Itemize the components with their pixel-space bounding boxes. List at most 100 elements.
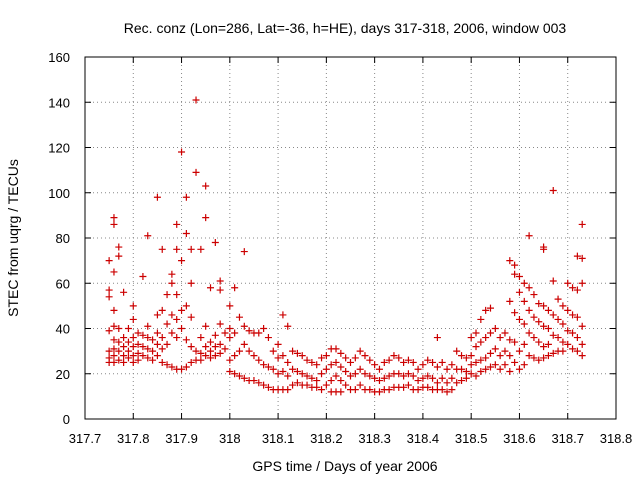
data-point (385, 356, 393, 364)
data-point (264, 363, 272, 371)
data-point (163, 361, 171, 369)
data-point (149, 347, 157, 355)
data-point (544, 325, 552, 332)
data-point (115, 338, 123, 346)
data-point (342, 381, 350, 389)
data-point (240, 248, 248, 256)
data-point (303, 372, 311, 380)
data-point (168, 363, 176, 371)
data-point (385, 386, 393, 394)
data-point (361, 352, 369, 360)
data-point (404, 381, 412, 389)
data-point (187, 279, 195, 287)
data-point (332, 358, 340, 366)
data-point (496, 352, 504, 360)
data-point (163, 320, 171, 328)
x-tick-label: 318.3 (358, 431, 391, 446)
data-point (202, 214, 210, 222)
data-point (573, 334, 581, 342)
data-point (491, 345, 499, 353)
data-point (520, 340, 528, 348)
data-point (207, 347, 215, 355)
data-point (110, 358, 118, 366)
data-point (535, 356, 543, 364)
data-point (226, 356, 234, 364)
data-point (124, 354, 132, 362)
data-point (506, 297, 514, 305)
data-point (554, 334, 562, 342)
data-point (506, 336, 514, 344)
data-point (400, 372, 408, 380)
data-point (477, 338, 485, 346)
data-point (433, 363, 441, 371)
data-point (486, 329, 494, 337)
data-point (197, 356, 205, 364)
data-point (351, 370, 359, 378)
data-point (433, 334, 441, 342)
data-point (337, 388, 345, 396)
data-point (322, 381, 330, 389)
x-tick-label: 317.8 (117, 431, 150, 446)
data-point (120, 334, 128, 342)
data-point (129, 302, 137, 310)
data-point (467, 352, 475, 360)
data-point (168, 311, 176, 319)
chart-title: Rec. conz (Lon=286, Lat=-36, h=HE), days… (124, 20, 567, 36)
data-point (482, 365, 490, 373)
data-point (578, 254, 586, 262)
data-point (458, 377, 466, 385)
data-point (438, 386, 446, 394)
data-point (231, 370, 239, 378)
data-point (178, 306, 186, 314)
data-point (419, 361, 427, 369)
data-point (569, 284, 577, 292)
data-point (308, 374, 316, 382)
data-point (472, 358, 480, 366)
data-point (120, 352, 128, 360)
data-point (419, 374, 427, 382)
data-point (250, 352, 258, 360)
data-point (361, 370, 369, 378)
data-point (115, 243, 123, 251)
data-point (221, 329, 229, 337)
data-point (235, 372, 243, 380)
data-point (462, 354, 470, 362)
data-point (467, 334, 475, 342)
y-tick-label: 160 (48, 50, 70, 65)
data-point (298, 352, 306, 360)
data-point (549, 331, 557, 339)
x-tick-label: 318.6 (503, 431, 536, 446)
data-point (564, 279, 572, 287)
data-point (351, 354, 359, 362)
data-point (409, 358, 417, 366)
data-point (293, 379, 301, 387)
data-point (207, 354, 215, 362)
data-point (226, 367, 234, 375)
data-point (400, 358, 408, 366)
data-point (472, 329, 480, 337)
data-point (375, 365, 383, 373)
data-point (559, 347, 567, 355)
data-point (559, 302, 567, 310)
data-point (279, 367, 287, 375)
data-point (448, 361, 456, 369)
data-point (496, 365, 504, 373)
data-point (129, 352, 137, 360)
data-point (308, 358, 316, 366)
data-point (269, 347, 277, 355)
data-point (115, 252, 123, 260)
data-point (235, 313, 243, 321)
data-point (327, 361, 335, 369)
data-point (482, 334, 490, 342)
data-point (520, 297, 528, 305)
data-point (573, 313, 581, 321)
data-point (395, 370, 403, 378)
data-point (284, 386, 292, 394)
data-point (289, 347, 297, 355)
data-point (525, 284, 533, 292)
data-point (139, 343, 147, 351)
data-point (158, 306, 166, 314)
data-point (197, 245, 205, 253)
data-point (279, 311, 287, 319)
